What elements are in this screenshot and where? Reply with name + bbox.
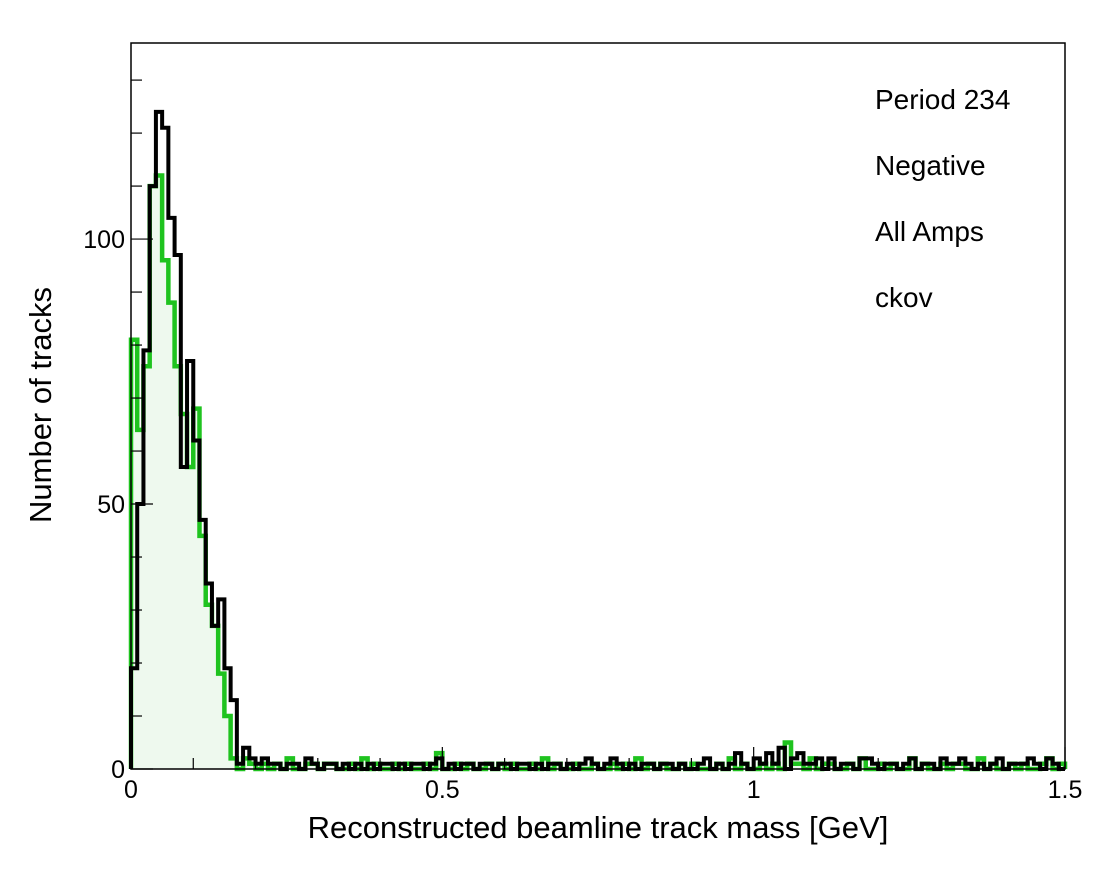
- annotation-amps: All Amps: [875, 216, 984, 247]
- y-tick-label: 100: [83, 226, 125, 254]
- histogram-series-1: [128, 173, 1068, 772]
- plot-frame: [130, 42, 1066, 770]
- x-tick-label: 1.5: [1048, 776, 1083, 804]
- y-tick-label: 0: [111, 756, 125, 784]
- x-tick-label: 0.5: [425, 776, 460, 804]
- histogram-series-2: [129, 109, 1065, 771]
- x-tick-label: 1: [747, 776, 761, 804]
- annotation-detector: ckov: [875, 282, 933, 313]
- y-tick-label: 50: [97, 491, 125, 519]
- annotation-period: Period 234: [875, 84, 1010, 115]
- x-axis-title: Reconstructed beamline track mass [GeV]: [308, 810, 889, 845]
- annotation-charge: Negative: [875, 150, 986, 181]
- series-layer: [128, 109, 1068, 772]
- y-axis-title: Number of tracks: [23, 287, 58, 523]
- x-tick-label: 0: [124, 776, 138, 804]
- ticks-layer: 0 0.5 1 1.5 0 50 100: [83, 79, 1083, 804]
